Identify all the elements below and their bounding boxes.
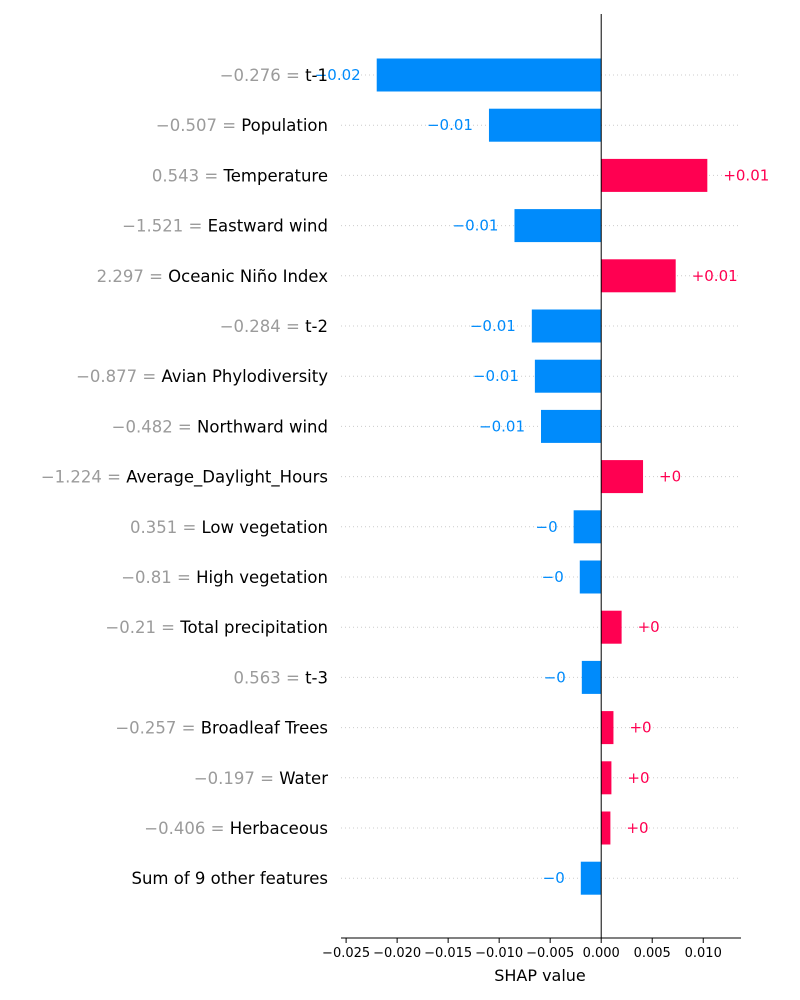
feature-value: −1.521 = [122,217,207,236]
feature-value: −0.197 = [194,769,279,788]
bar-11 [601,610,622,644]
feature-value: 0.351 = [130,518,202,537]
bar-value-label: +0 [629,719,651,737]
feature-row-label: 2.297 = Oceanic Niño Index [97,267,329,286]
feature-name: Average_Daylight_Hours [126,468,328,488]
feature-name: Avian Phylodiversity [161,367,328,386]
feature-name: Population [241,116,328,135]
bar-value-label: +0 [626,819,648,837]
feature-value: −0.276 = [220,66,305,85]
feature-row-label: −0.406 = Herbaceous [144,819,328,838]
bar-value-label: +0 [627,769,649,787]
feature-row-label: −0.482 = Northward wind [112,417,328,436]
feature-row-label: −0.276 = t-1 [220,66,328,85]
feature-row-label: −0.257 = Broadleaf Trees [115,719,328,738]
bar-value-label: −0 [544,668,566,686]
feature-row-label: Sum of 9 other features [131,869,328,888]
x-axis: −0.025 −0.020 −0.015 −0.010 −0.005 0.000 0.005… [322,14,741,961]
feature-value: −0.21 = [105,618,180,637]
feature-name: Northward wind [197,417,328,436]
x-tick-label: 0.000 [583,946,620,961]
bar-2 [601,158,708,192]
feature-name: Sum of 9 other features [131,869,328,888]
feature-name: High vegetation [196,568,328,587]
bar-4 [601,259,676,293]
feature-name: Eastward wind [208,217,328,236]
bar-value-label: +0.01 [723,166,769,184]
feature-name: t-2 [305,317,328,336]
bar-value-label: −0 [542,568,564,586]
x-tick-label: −0.005 [526,946,574,961]
feature-value: −0.406 = [144,819,229,838]
feature-row-label: 0.351 = Low vegetation [130,518,328,537]
feature-value: 0.563 = [234,668,306,687]
x-tick-label: 0.010 [685,946,722,961]
bar-value-label: +0 [638,618,660,636]
bar-7 [541,409,602,443]
x-tick-label: −0.010 [475,946,523,961]
bar-6 [534,359,602,393]
bar-1 [488,108,602,142]
feature-name: Total precipitation [179,618,328,637]
feature-row-label: −0.284 = t-2 [220,317,328,336]
feature-name: Water [279,769,328,788]
feature-name: Herbaceous [230,819,328,838]
feature-row-label: −0.21 = Total precipitation [105,618,328,637]
x-axis-label: SHAP value [494,966,586,985]
feature-value: −0.81 = [121,568,196,587]
bar-9 [573,510,602,544]
bar-15 [601,811,611,845]
bar-5 [531,309,602,343]
feature-row-label: −1.224 = Average_Daylight_Hours [41,468,328,488]
x-tick-label: −0.025 [322,946,370,961]
bar-12 [581,660,602,694]
bar-10 [579,560,602,594]
feature-value: −0.507 = [156,116,241,135]
feature-row-label: −1.521 = Eastward wind [122,217,328,236]
bars [376,58,708,895]
feature-row-label: −0.81 = High vegetation [121,568,328,587]
feature-value: 0.543 = [152,166,224,185]
feature-value: −1.224 = [41,468,126,487]
bar-value-label: −0.01 [453,217,499,235]
feature-value: 2.297 = [97,267,169,286]
feature-row-label: 0.563 = t-3 [234,668,328,687]
bar-value-label: −0 [543,869,565,887]
feature-value: −0.257 = [115,719,200,738]
bar-value-label: −0.01 [427,116,473,134]
bar-value-label: −0.01 [473,367,519,385]
feature-name: t-1 [305,66,328,85]
feature-labels: −0.02−0.276 = t-1−0.01−0.507 = Populatio… [41,66,769,888]
x-tick-label: 0.005 [634,946,671,961]
x-tick-label: −0.015 [424,946,472,961]
bar-13 [601,711,614,745]
bar-14 [601,761,612,795]
bar-16 [580,861,602,895]
feature-name: Low vegetation [202,518,328,537]
bar-value-label: +0 [659,468,681,486]
bar-8 [601,460,644,494]
x-tick-label: −0.020 [373,946,421,961]
feature-name: t-3 [305,668,328,687]
feature-value: −0.284 = [220,317,305,336]
bar-value-label: −0.01 [470,317,516,335]
feature-name: Temperature [222,166,328,185]
feature-row-label: −0.507 = Population [156,116,328,135]
bar-value-label: −0.01 [479,417,525,435]
bar-3 [514,209,602,243]
bar-0 [376,58,602,92]
feature-row-label: −0.877 = Avian Phylodiversity [76,367,328,386]
bar-value-label: −0 [536,518,558,536]
feature-value: −0.482 = [112,417,197,436]
feature-name: Broadleaf Trees [201,719,328,738]
bar-value-label: −0.02 [315,66,361,84]
feature-value: −0.877 = [76,367,161,386]
feature-name: Oceanic Niño Index [168,267,328,286]
feature-row-label: −0.197 = Water [194,769,328,788]
feature-row-label: 0.543 = Temperature [152,166,328,185]
bar-value-label: +0.01 [692,267,738,285]
